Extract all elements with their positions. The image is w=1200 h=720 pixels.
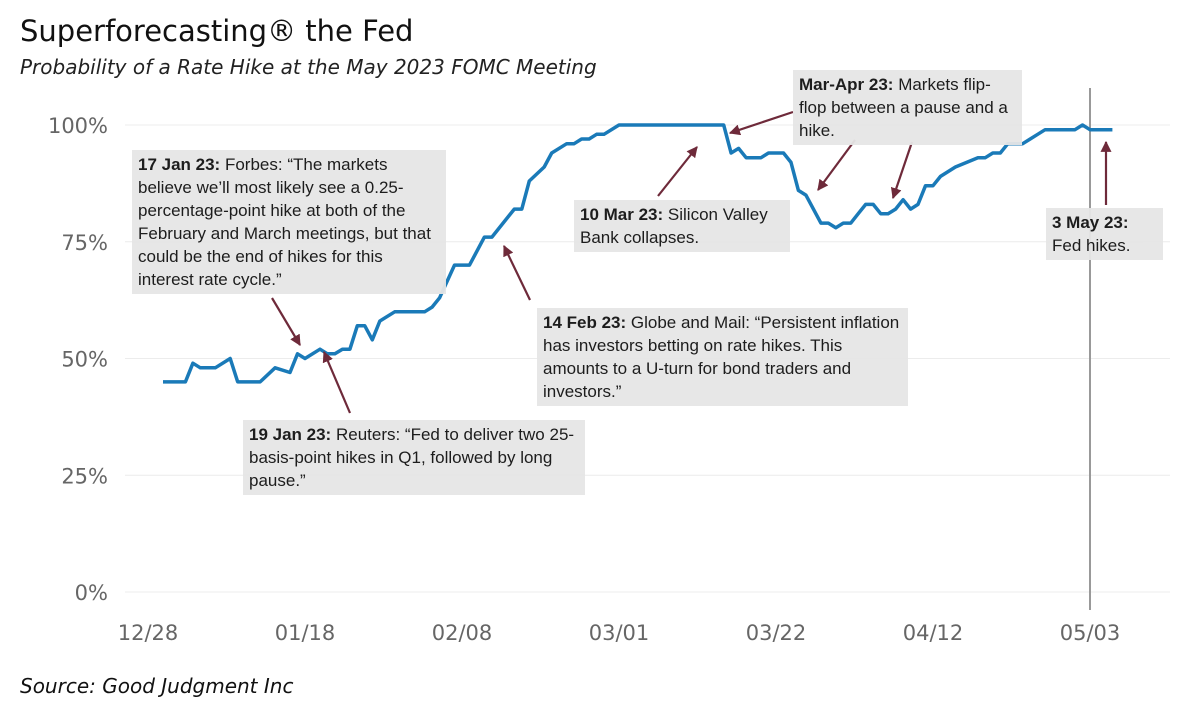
annotation-arrow (503, 245, 531, 301)
y-tick-label: 25% (61, 464, 108, 488)
annotation-text: Globe and Mail: “Persistent inflation ha… (543, 313, 900, 401)
y-tick-label: 0% (75, 581, 108, 605)
chart-subtitle: Probability of a Rate Hike at the May 20… (20, 55, 597, 79)
x-tick-label: 05/03 (1060, 621, 1121, 645)
annotation-arrow (890, 141, 914, 200)
annotation-text: Reuters: “Fed to deliver two 25-basis-po… (249, 425, 575, 490)
annotation-10-mar: 10 Mar 23: Silicon Valley Bank collapses… (574, 200, 790, 252)
annotation-text: Silicon Valley Bank collapses. (580, 205, 768, 247)
annotation-arrow (657, 146, 698, 197)
annotation-text: Forbes: “The markets believe we’ll most … (138, 155, 431, 289)
y-tick-label: 75% (61, 231, 108, 255)
annotation-text: Fed hikes. (1052, 236, 1131, 255)
annotation-17-jan: 17 Jan 23: Forbes: “The markets believe … (132, 150, 446, 294)
annotation-19-jan: 19 Jan 23: Reuters: “Fed to deliver two … (243, 420, 585, 495)
annotation-date: 10 Mar 23: (580, 205, 664, 224)
annotation-date: 3 May 23: (1052, 213, 1129, 232)
annotation-arrow (322, 350, 352, 414)
annotation-text: Markets flip-flop between a pause and a … (799, 75, 1008, 140)
x-tick-label: 12/28 (118, 621, 179, 645)
annotation-date: 14 Feb 23: (543, 313, 627, 332)
annotation-3-may: 3 May 23: Fed hikes. (1046, 208, 1163, 260)
y-tick-label: 50% (61, 348, 108, 372)
x-tick-label: 04/12 (903, 621, 964, 645)
chart-title: Superforecasting® the Fed (20, 14, 414, 48)
x-tick-label: 03/01 (589, 621, 650, 645)
annotation-date: Mar-Apr 23: (799, 75, 894, 94)
annotation-arrow (817, 139, 856, 191)
annotation-14-feb: 14 Feb 23: Globe and Mail: “Persistent i… (537, 308, 908, 406)
annotation-arrow (271, 297, 301, 346)
annotation-arrow (728, 110, 794, 136)
x-tick-label: 01/18 (275, 621, 336, 645)
annotation-date: 17 Jan 23: (138, 155, 221, 174)
annotation-date: 19 Jan 23: (249, 425, 332, 444)
x-tick-label: 02/08 (432, 621, 493, 645)
y-tick-label: 100% (48, 114, 108, 138)
x-tick-label: 03/22 (746, 621, 807, 645)
annotation-mar-apr: Mar-Apr 23: Markets flip-flop between a … (793, 70, 1022, 145)
source-note: Source: Good Judgment Inc (20, 674, 294, 698)
